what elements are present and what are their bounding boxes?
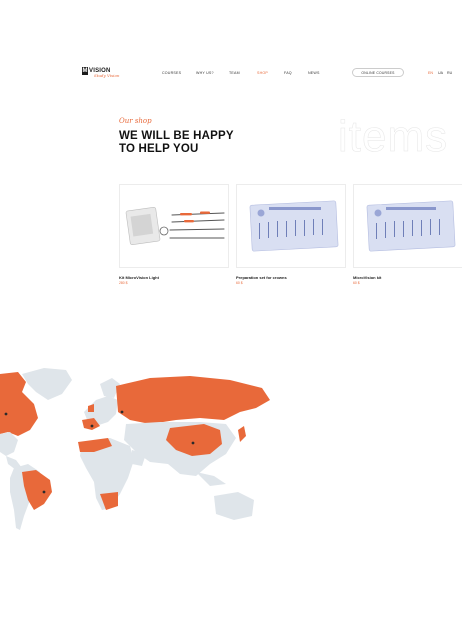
bur-set-blister-image [249,200,339,252]
nav-faq[interactable]: FAQ [284,71,292,75]
product-card-3[interactable] [353,184,462,268]
map-north-america [0,372,38,436]
map-marker-north-america [4,412,8,416]
world-map-icon [0,368,270,530]
logo-tagline: Study Vision [94,73,120,78]
logo-wordmark: VISION [89,68,111,74]
map-greenland [22,368,72,400]
online-courses-button[interactable]: ONLINE COURSES [352,68,404,77]
logo[interactable]: M VISION Study Vision [82,67,120,79]
product-price-3: 60 $ [353,281,360,285]
nav-why-us[interactable]: WHY US? [196,71,214,75]
nav-news[interactable]: NEWS [308,71,320,75]
product-name-2[interactable]: Preparation set for crowns [236,275,287,280]
map-marker-china [191,441,195,445]
product-name-1[interactable]: Kit MicroVision Light [119,275,159,280]
logo-mark: M [82,67,88,75]
dental-instruments-kit-image [125,207,225,245]
nav-team[interactable]: TEAM [229,71,240,75]
map-brazil [22,470,52,510]
section-headline: WE WILL BE HAPPY TO HELP YOU [119,130,234,155]
product-card-2[interactable] [236,184,346,268]
map-australia [214,492,254,520]
map-marker-brazil [42,490,46,494]
product-price-1: 280 $ [119,281,128,285]
bur-kit-blister-image [366,200,456,252]
lang-ua[interactable]: UA [438,71,443,75]
map-russia [116,376,270,424]
ghost-background-text: items [338,112,449,162]
map-marker-russia [120,410,124,414]
map-marker-europe [90,424,94,428]
map-africa [80,438,134,510]
map-china [166,424,222,456]
lang-en[interactable]: EN [428,71,433,75]
product-name-3[interactable]: MicroVision kit [353,275,382,280]
nav-courses[interactable]: COURSES [162,71,182,75]
nav-shop[interactable]: SHOP [257,71,268,75]
section-script-title: Our shop [119,117,152,125]
lang-ru[interactable]: RU [447,71,453,75]
product-price-2: 60 $ [236,281,243,285]
product-card-1[interactable] [119,184,229,268]
